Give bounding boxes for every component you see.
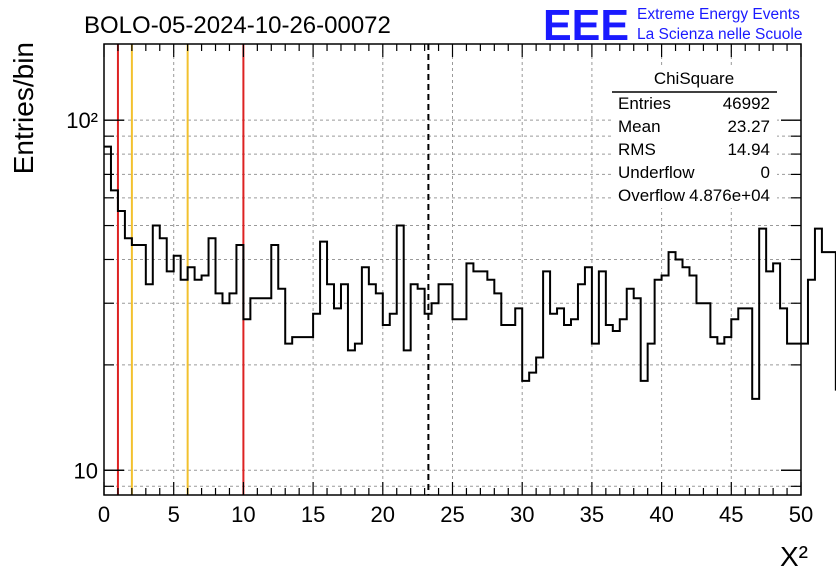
y-tick-label: 10 bbox=[74, 458, 98, 483]
logo-line-2: La Scienza nelle Scuole bbox=[637, 26, 802, 43]
stats-row-label: RMS bbox=[618, 140, 656, 159]
stats-row-value: 14.94 bbox=[727, 140, 770, 159]
x-tick-label: 5 bbox=[168, 502, 180, 527]
stats-title: ChiSquare bbox=[654, 69, 734, 88]
x-tick-label: 30 bbox=[510, 502, 534, 527]
stats-rows: Entries 46992 Mean 23.27 RMS 14.94 Underflow 0 O… bbox=[618, 94, 770, 205]
histogram-series bbox=[104, 145, 836, 400]
x-tick-label: 20 bbox=[371, 502, 395, 527]
x-tick-label: 0 bbox=[98, 502, 110, 527]
stats-box: ChiSquare Entries 46992 Mean 23.27 RMS 14.94 U… bbox=[611, 68, 777, 208]
x-tick-label: 50 bbox=[789, 502, 813, 527]
stats-row-label: Underflow bbox=[618, 163, 695, 182]
stats-row-label: Entries bbox=[618, 94, 671, 113]
x-tick-labels: 0 5 10 15 20 25 30 35 40 45 50 bbox=[98, 502, 813, 527]
axis-ticks bbox=[103, 44, 802, 495]
eee-logo: EEE Extreme Energy Events La Scienza nel… bbox=[543, 1, 802, 50]
marker-lines bbox=[116, 44, 430, 495]
x-tick-label: 40 bbox=[649, 502, 673, 527]
logo-line-1: Extreme Energy Events bbox=[637, 6, 800, 23]
stats-row-value: 46992 bbox=[723, 94, 770, 113]
x-tick-label: 10 bbox=[231, 502, 255, 527]
stats-row-label: Mean bbox=[618, 117, 661, 136]
x-tick-label: 25 bbox=[440, 502, 464, 527]
y-tick-label: 10² bbox=[66, 108, 98, 133]
y-tick-labels: 10 10² bbox=[66, 108, 98, 483]
x-tick-label: 35 bbox=[580, 502, 604, 527]
run-title: BOLO-05-2024-10-26-00072 bbox=[84, 12, 391, 39]
x-axis-label: X² bbox=[780, 541, 808, 572]
stats-row-value: 23.27 bbox=[727, 117, 770, 136]
stats-row-value: 0 bbox=[761, 163, 770, 182]
x-tick-label: 45 bbox=[719, 502, 743, 527]
stats-row-value: 4.876e+04 bbox=[689, 186, 770, 205]
y-axis-label: Entries/bin bbox=[8, 42, 39, 174]
x-tick-label: 15 bbox=[301, 502, 325, 527]
logo-mark: EEE bbox=[543, 1, 629, 50]
stats-row-label: Overflow bbox=[618, 186, 686, 205]
